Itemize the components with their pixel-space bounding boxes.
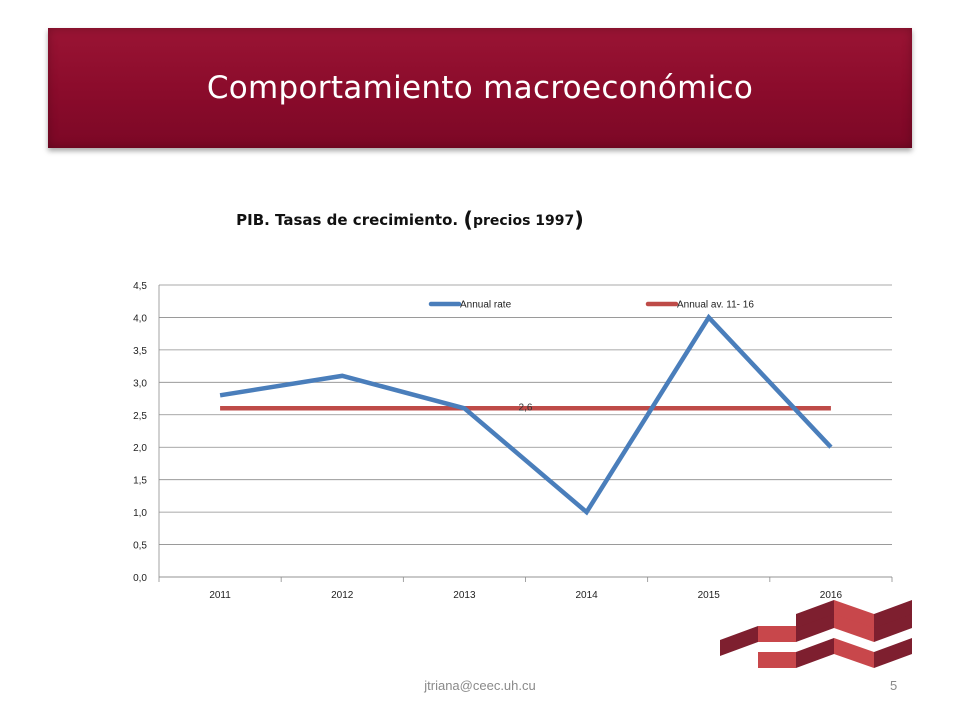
y-tick-label: 0,0: [133, 573, 147, 584]
legend-label: Annual rate: [460, 300, 512, 311]
y-tick-label: 4,0: [133, 313, 147, 324]
y-tick-label: 1,0: [133, 508, 147, 519]
x-tick-label: 2011: [209, 590, 231, 601]
y-tick-label: 1,5: [133, 476, 147, 487]
page-number: 5: [890, 678, 898, 693]
legend-label: Annual av. 11- 16: [677, 300, 754, 311]
y-tick-label: 3,0: [133, 378, 147, 389]
x-tick-label: 2012: [331, 590, 354, 601]
x-tick-label: 2014: [575, 590, 598, 601]
chart-title-sub: precios 1997: [472, 213, 575, 229]
x-tick-label: 2016: [820, 590, 843, 601]
series-line-annual-rate: [219, 313, 833, 516]
data-label: 2,6: [519, 402, 533, 413]
slide-title: Comportamiento macroeconómico: [206, 70, 754, 106]
x-tick-label: 2015: [698, 590, 721, 601]
title-banner: Comportamiento macroeconómico: [48, 28, 912, 148]
x-tick-label: 2013: [453, 590, 476, 601]
institution-logo-icon: [720, 600, 912, 668]
y-tick-label: 3,5: [133, 346, 147, 357]
y-tick-label: 0,5: [133, 541, 147, 552]
line-chart: 0,0 0,5 1,0 1,5 2,0 2,5 3,0 3,5 4,0 4,5 2011 2012 20…: [133, 281, 893, 601]
y-tick-label: 2,0: [133, 443, 147, 454]
chart-title-main: PIB. Tasas de crecimiento.: [236, 211, 459, 229]
y-tick-label: 2,5: [133, 411, 147, 422]
y-tick-label: 4,5: [133, 281, 147, 292]
footer-email: jtriana@ceec.uh.cu: [424, 678, 536, 693]
chart-title: PIB. Tasas de crecimiento. (precios 1997…: [236, 208, 584, 232]
